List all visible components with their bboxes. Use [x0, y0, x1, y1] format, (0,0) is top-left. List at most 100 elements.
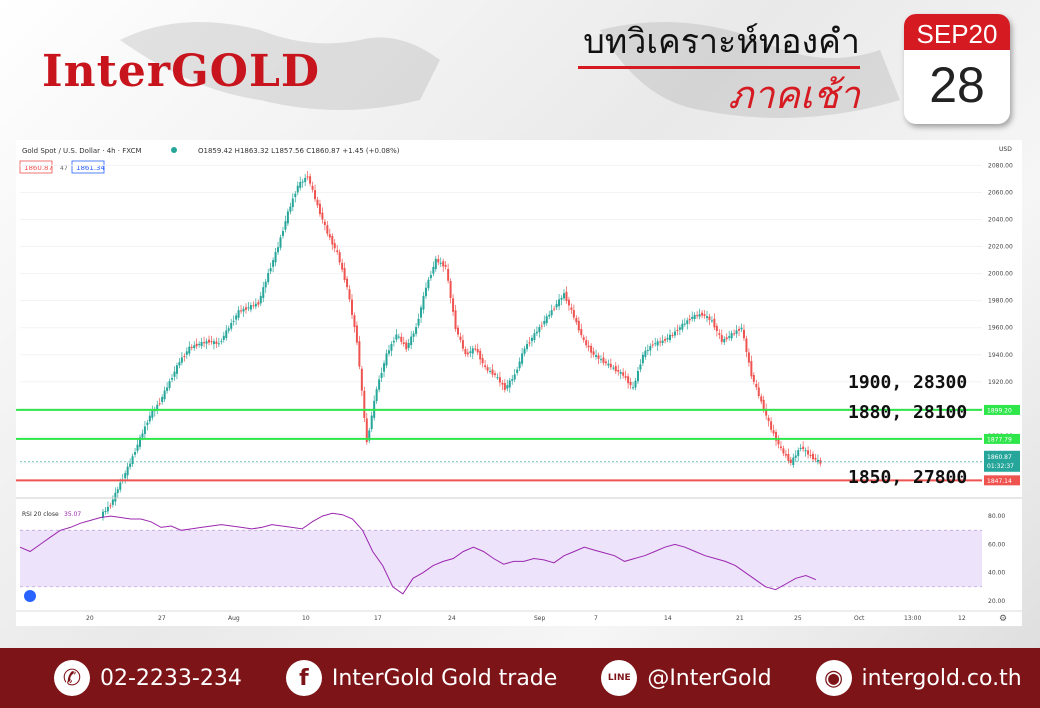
level-axis-tag [984, 433, 1020, 444]
candle-body [614, 366, 617, 372]
candle-body [688, 318, 691, 321]
candle-body [577, 320, 580, 331]
candle-body [632, 387, 635, 389]
candle-body [730, 333, 733, 339]
candle-body [304, 177, 307, 183]
candle-body [493, 373, 496, 376]
candle-body [518, 361, 521, 369]
website: intergold.co.th [861, 665, 1022, 691]
candle-body [392, 340, 395, 343]
chart-symbol: Gold Spot / U.S. Dollar · 4h · FXCM [22, 147, 142, 155]
candle-body [471, 348, 474, 354]
settings-gear-icon[interactable]: ⚙ [999, 614, 1007, 624]
trading-chart[interactable]: Gold Spot / U.S. Dollar · 4h · FXCM O185… [16, 140, 1022, 626]
candle-body [109, 505, 112, 507]
bid-price: 1860.87 [24, 164, 53, 172]
candle-body [429, 274, 432, 279]
candle-body [119, 482, 122, 490]
candle-body [306, 176, 309, 178]
ask-box[interactable] [71, 160, 105, 174]
candle-body [272, 260, 275, 267]
time-tick-label: 25 [794, 615, 802, 622]
candle-body [171, 378, 174, 380]
candle-body [375, 389, 378, 402]
candle-body [281, 230, 284, 236]
candle-body [328, 234, 331, 238]
candle-body [486, 367, 489, 371]
candle-body [782, 448, 785, 454]
candle-body [350, 299, 353, 315]
candle-body [535, 331, 538, 334]
price-axis[interactable]: 2080.00 2060.00 2040.00 2020.00 2000.00 1980.… [20, 162, 1013, 467]
candle-body [146, 422, 149, 425]
footer-facebook[interactable]: f InterGold Gold trade [285, 660, 557, 696]
candle-body [188, 346, 191, 354]
candle-body [474, 348, 477, 350]
candle-body [636, 371, 639, 382]
price-tick-label: 2080.00 [988, 162, 1013, 169]
candle-body [678, 327, 681, 330]
candle-body [318, 203, 321, 215]
candle-body [183, 355, 186, 357]
candle-body [126, 466, 129, 476]
candle-body [767, 417, 770, 422]
candle-body [622, 372, 625, 376]
candle-body [193, 345, 196, 349]
candle-body [106, 506, 109, 512]
chart-svg[interactable]: Gold Spot / U.S. Dollar · 4h · FXCM O185… [16, 140, 1022, 626]
price-tick-label: 2060.00 [988, 189, 1013, 196]
candle-body [102, 511, 104, 518]
candle-body [770, 421, 773, 430]
candle-body [570, 307, 573, 310]
candle-body [341, 262, 344, 270]
candle-body [355, 325, 358, 343]
candle-body [476, 349, 479, 353]
candle-body [481, 358, 484, 364]
currency-label: USD [999, 146, 1012, 153]
candle-body [508, 380, 511, 388]
candle-body [247, 307, 250, 309]
footer-phone[interactable]: ✆ 02-2233-234 [54, 660, 242, 696]
tradingview-logo-icon[interactable] [24, 590, 36, 602]
candle-body [464, 349, 467, 355]
candle-body [484, 365, 487, 367]
candle-body [232, 320, 235, 322]
candle-body [417, 318, 420, 326]
candle-body [365, 418, 368, 443]
time-tick-label: Sep [534, 615, 546, 622]
bid-box[interactable] [19, 160, 53, 174]
rsi-panel: 80.00 60.00 40.00 20.00 [16, 497, 1022, 605]
candle-body [173, 371, 176, 377]
candle-body [804, 450, 807, 452]
candle-body [646, 349, 649, 351]
candle-body [787, 454, 790, 461]
time-tick-label: 20 [86, 615, 94, 622]
candle-body [368, 430, 371, 441]
rsi-band [20, 530, 982, 587]
time-axis[interactable]: 20 27 Aug 10 17 24 Sep 7 14 21 25 Oct 13:00 12 [16, 610, 1022, 622]
candle-body [217, 343, 220, 345]
candle-body [269, 268, 272, 272]
price-tick-label: 1980.00 [988, 298, 1013, 305]
footer-line[interactable]: LINE @InterGold [601, 660, 772, 696]
candle-body [264, 281, 267, 288]
ask-price: 1861.34 [76, 164, 105, 172]
candle-body [336, 250, 339, 253]
candle-body [654, 343, 657, 345]
rsi-tick-label: 20.00 [988, 598, 1005, 605]
candle-body [560, 297, 563, 300]
time-tick-label: 17 [374, 615, 382, 622]
candle-body [131, 456, 134, 465]
footer-web[interactable]: ◉ intergold.co.th [815, 660, 1022, 696]
candle-body [565, 291, 568, 301]
candle-body [205, 341, 208, 344]
title-morning: ภาคเช้า [728, 73, 860, 117]
candle-body [294, 193, 297, 198]
candle-body [538, 327, 541, 333]
candle-body [178, 362, 181, 366]
candle-body [469, 351, 472, 354]
candle-body [420, 307, 423, 318]
candle-body [168, 381, 171, 388]
candle-body [252, 305, 255, 307]
candle-body [595, 355, 598, 357]
